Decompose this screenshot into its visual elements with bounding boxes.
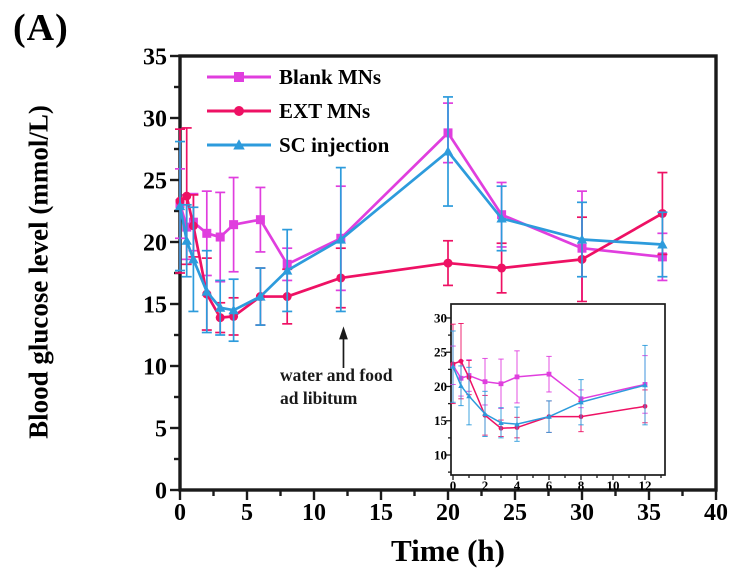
svg-text:15: 15	[143, 293, 167, 319]
svg-text:4: 4	[514, 478, 521, 493]
circle-marker-icon	[204, 102, 274, 120]
svg-text:5: 5	[241, 500, 253, 526]
y-axis-title: Blood glucose level (mmol/L)	[23, 105, 54, 439]
x-axis-title: Time (h)	[391, 533, 505, 568]
svg-text:0: 0	[155, 479, 167, 505]
legend-item-blank-mns: Blank MNs	[204, 60, 389, 94]
svg-text:10: 10	[302, 500, 326, 526]
svg-text:30: 30	[143, 107, 167, 133]
svg-text:35: 35	[143, 45, 167, 71]
svg-text:10: 10	[607, 478, 620, 493]
svg-text:20: 20	[436, 500, 460, 526]
svg-text:0: 0	[174, 500, 186, 526]
svg-text:40: 40	[704, 500, 728, 526]
legend-label: Blank MNs	[279, 64, 382, 89]
svg-text:30: 30	[570, 500, 594, 526]
square-marker-icon	[204, 68, 274, 86]
svg-text:2: 2	[482, 478, 489, 493]
svg-text:30: 30	[434, 310, 447, 325]
svg-text:15: 15	[369, 500, 393, 526]
svg-text:8: 8	[578, 478, 585, 493]
legend-label: EXT MNs	[279, 98, 371, 123]
annotation-arrow	[339, 326, 348, 368]
svg-text:10: 10	[434, 447, 447, 462]
main-chart-series-sc-injection	[174, 96, 668, 343]
series-markers	[450, 363, 648, 427]
svg-text:6: 6	[546, 478, 553, 493]
annotation-water-food: water and food ad libitum	[280, 364, 392, 410]
svg-text:10: 10	[143, 355, 167, 381]
inset-chart: 0 2 4 6 8 10 12 10 15 20 25 30	[434, 302, 667, 493]
svg-text:25: 25	[503, 500, 527, 526]
legend-item-sc-injection: SC injection	[204, 128, 389, 162]
triangle-marker-icon	[204, 136, 274, 154]
inset-chart-series-sc-injection	[450, 330, 648, 442]
series-line	[178, 150, 664, 312]
svg-text:0: 0	[450, 478, 457, 493]
legend-label: SC injection	[279, 132, 390, 157]
panel-label: (A)	[13, 7, 69, 49]
annotation-line-2: ad libitum	[280, 388, 358, 408]
svg-text:15: 15	[434, 413, 448, 428]
legend: Blank MNs EXT MNs SC injection	[204, 60, 389, 162]
svg-text:5: 5	[155, 417, 167, 443]
svg-text:20: 20	[143, 231, 167, 257]
series-markers	[174, 146, 668, 315]
svg-text:12: 12	[639, 478, 652, 493]
inset-chart-tick-labels: 0 2 4 6 8 10 12 10 15 20 25 30	[434, 310, 652, 493]
svg-text:25: 25	[434, 345, 448, 360]
svg-text:35: 35	[637, 500, 661, 526]
legend-item-ext-mns: EXT MNs	[204, 94, 389, 128]
annotation-line-1: water and food	[280, 365, 393, 385]
svg-text:20: 20	[434, 379, 447, 394]
svg-text:25: 25	[143, 169, 167, 195]
